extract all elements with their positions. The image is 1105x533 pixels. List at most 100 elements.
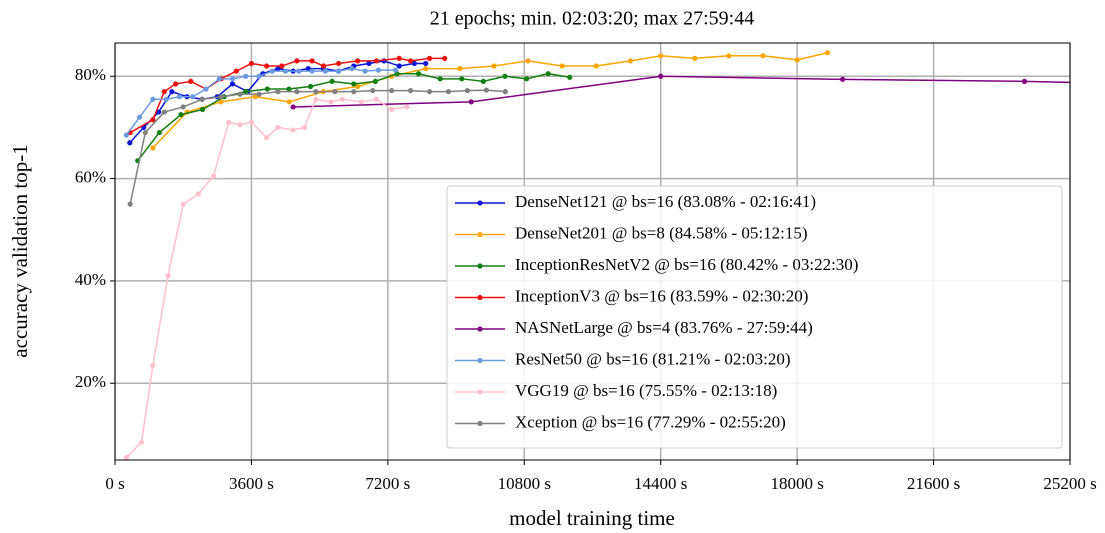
data-point	[658, 73, 664, 79]
data-point	[407, 87, 414, 94]
data-point	[256, 73, 262, 79]
y-tick-label: 40%	[75, 270, 106, 289]
data-point	[173, 81, 179, 87]
data-point	[178, 112, 184, 118]
data-point	[290, 127, 296, 133]
legend-marker	[477, 420, 483, 427]
data-point	[188, 78, 194, 84]
data-point	[339, 96, 345, 102]
data-point	[392, 67, 399, 73]
data-point	[256, 91, 262, 97]
data-point	[389, 87, 395, 94]
data-point	[282, 68, 289, 74]
data-point	[328, 99, 334, 105]
x-tick-label: 3600 s	[229, 474, 274, 493]
y-tick-label: 20%	[75, 372, 106, 391]
x-tick-label: 18000 s	[770, 474, 823, 493]
data-point	[275, 65, 281, 72]
legend-marker	[477, 389, 483, 395]
data-point	[335, 68, 342, 74]
data-point	[389, 106, 395, 113]
data-point	[567, 74, 573, 80]
data-point	[169, 89, 175, 95]
data-point	[396, 55, 402, 61]
data-point	[286, 86, 292, 92]
legend-label: ResNet50 @ bs=16 (81.21% - 02:03:20)	[515, 349, 791, 368]
data-point	[415, 71, 422, 77]
x-tick-label: 25200 s	[1043, 474, 1096, 493]
legend-label: DenseNet201 @ bs=8 (84.58% - 05:12:15)	[515, 223, 807, 242]
data-point	[1021, 78, 1028, 84]
data-point	[502, 89, 508, 95]
data-point	[502, 73, 508, 79]
x-tick-label: 10800 s	[498, 474, 551, 493]
data-point	[480, 78, 486, 84]
chart-title: 21 epochs; min. 02:03:20; max 27:59:44	[430, 8, 754, 30]
data-point	[263, 135, 270, 141]
data-point	[229, 76, 236, 82]
x-tick-label: 14400 s	[634, 474, 687, 493]
data-point	[426, 55, 433, 61]
data-point	[163, 96, 169, 102]
data-point	[726, 53, 732, 59]
data-point	[269, 68, 275, 74]
data-point	[491, 63, 497, 69]
data-point	[329, 78, 335, 84]
data-point	[142, 129, 148, 136]
data-point	[127, 140, 133, 146]
legend-marker	[477, 326, 483, 332]
data-point	[373, 58, 380, 64]
data-point	[294, 89, 300, 95]
data-point	[156, 129, 162, 136]
data-point	[309, 68, 315, 74]
data-point	[354, 58, 361, 64]
x-axis-label: model training time	[509, 506, 675, 530]
legend-label: NASNetLarge @ bs=4 (83.76% - 27:59:44)	[515, 318, 813, 337]
data-point	[180, 201, 186, 207]
data-point	[252, 94, 258, 100]
data-point	[161, 89, 167, 95]
data-point	[464, 87, 471, 94]
data-point	[824, 50, 831, 56]
data-point	[442, 55, 448, 61]
data-point	[180, 104, 186, 110]
data-point	[165, 273, 171, 279]
data-point	[794, 57, 800, 63]
data-point	[199, 96, 205, 102]
data-point	[248, 119, 255, 125]
data-point	[199, 106, 206, 113]
data-point	[243, 89, 249, 95]
data-point	[351, 81, 357, 87]
data-point	[294, 58, 300, 64]
data-point	[313, 89, 319, 95]
data-point	[545, 71, 551, 77]
data-point	[525, 58, 531, 64]
data-point	[349, 65, 355, 72]
data-point	[243, 73, 249, 79]
data-point	[216, 76, 222, 82]
data-point	[426, 89, 433, 95]
legend-label: Xception @ bs=16 (77.29% - 02:55:20)	[515, 412, 786, 431]
legend-label: InceptionResNetV2 @ bs=16 (80.42% - 03:2…	[515, 255, 858, 274]
data-point	[190, 94, 196, 100]
data-point	[407, 58, 414, 64]
data-point	[127, 201, 133, 207]
data-point	[760, 53, 766, 59]
data-point	[286, 99, 292, 105]
data-point	[161, 109, 167, 115]
data-point	[559, 63, 565, 69]
data-point	[123, 132, 129, 138]
series-line	[293, 75, 1070, 108]
legend-marker	[477, 231, 483, 238]
data-point	[226, 119, 232, 125]
data-point	[332, 89, 338, 95]
data-point	[301, 124, 308, 131]
data-point	[423, 60, 429, 67]
data-point	[248, 60, 255, 67]
data-point	[362, 68, 368, 74]
data-point	[457, 65, 463, 72]
data-point	[233, 68, 239, 74]
x-tick-label: 21600 s	[907, 474, 960, 493]
data-point	[195, 191, 201, 197]
data-point	[322, 68, 328, 74]
